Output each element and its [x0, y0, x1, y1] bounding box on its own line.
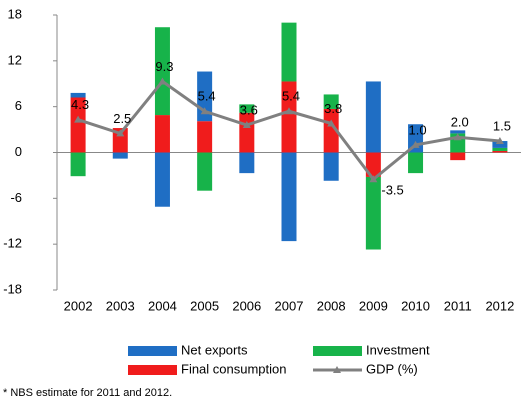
- line-marker: [116, 129, 125, 137]
- bar: [239, 112, 255, 153]
- x-tick-label: 2012: [485, 298, 514, 313]
- bar: [70, 152, 86, 177]
- x-tick-label: 2002: [64, 298, 93, 313]
- y-tick-label: 12: [8, 52, 22, 67]
- line-marker: [200, 107, 209, 115]
- bar: [492, 150, 508, 153]
- y-tick-label: 6: [15, 98, 22, 113]
- x-tick-label: 2006: [232, 298, 261, 313]
- x-tick-label: 2003: [106, 298, 135, 313]
- bar: [450, 152, 466, 161]
- y-tick-label: -18: [3, 281, 22, 296]
- bar: [112, 128, 128, 153]
- legend-label: Final consumption: [181, 361, 287, 376]
- line-marker: [495, 137, 504, 145]
- bar: [239, 152, 255, 174]
- data-label: 3.8: [324, 101, 342, 116]
- bar: [112, 152, 128, 159]
- bar: [492, 141, 508, 148]
- data-label: 1.0: [409, 122, 427, 137]
- line-marker: [411, 140, 420, 148]
- bar: [408, 152, 424, 174]
- legend-label: Net exports: [181, 342, 248, 357]
- bar: [323, 108, 339, 153]
- bar: [197, 152, 213, 191]
- x-tick-label: 2008: [317, 298, 346, 313]
- legend-swatch: [128, 365, 177, 375]
- bar: [239, 104, 255, 113]
- y-tick-label: 0: [15, 144, 22, 159]
- data-label: 4.3: [71, 97, 89, 112]
- data-label: 5.4: [282, 89, 300, 104]
- bar: [70, 92, 86, 98]
- data-label: 3.6: [240, 102, 258, 117]
- x-tick-label: 2011: [444, 298, 472, 313]
- x-tick-label: 2009: [359, 298, 388, 313]
- bar: [365, 81, 381, 153]
- bar: [154, 115, 170, 153]
- bar: [492, 147, 508, 151]
- line-marker: [242, 121, 251, 128]
- footnote: * NBS estimate for 2011 and 2012.: [3, 387, 172, 399]
- bar: [70, 97, 86, 153]
- line-marker: [327, 119, 336, 127]
- data-label: 9.3: [155, 59, 173, 74]
- line-marker: [369, 175, 378, 183]
- data-label: 2.0: [451, 115, 469, 130]
- bar: [281, 152, 297, 242]
- legend-swatch: [128, 346, 177, 356]
- data-label: 1.5: [493, 118, 511, 133]
- x-tick-label: 2010: [401, 298, 430, 313]
- x-tick-label: 2005: [190, 298, 219, 313]
- data-label: 5.4: [198, 89, 216, 104]
- data-label: -3.5: [381, 183, 403, 198]
- legend-label: Investment: [366, 342, 430, 357]
- x-tick-label: 2007: [275, 298, 304, 313]
- line-marker: [158, 77, 167, 85]
- y-tick-label: 18: [8, 6, 22, 21]
- bar: [365, 152, 381, 177]
- y-tick-label: -12: [3, 236, 22, 251]
- bar: [281, 81, 297, 153]
- bar: [154, 27, 170, 116]
- bar: [323, 152, 339, 181]
- bar: [365, 176, 381, 250]
- legend-swatch: [313, 346, 362, 356]
- bar: [323, 94, 339, 109]
- x-tick-label: 2004: [148, 298, 177, 313]
- line-marker: [74, 115, 83, 123]
- bar: [197, 121, 213, 153]
- bar: [154, 152, 170, 207]
- legend-swatch: [333, 366, 341, 373]
- data-label: 2.5: [113, 111, 131, 126]
- legend-label: GDP (%): [366, 361, 418, 376]
- line-marker: [453, 133, 462, 141]
- bar: [450, 130, 466, 134]
- bar: [281, 22, 297, 82]
- y-tick-label: -6: [10, 190, 22, 205]
- line-marker: [285, 107, 293, 115]
